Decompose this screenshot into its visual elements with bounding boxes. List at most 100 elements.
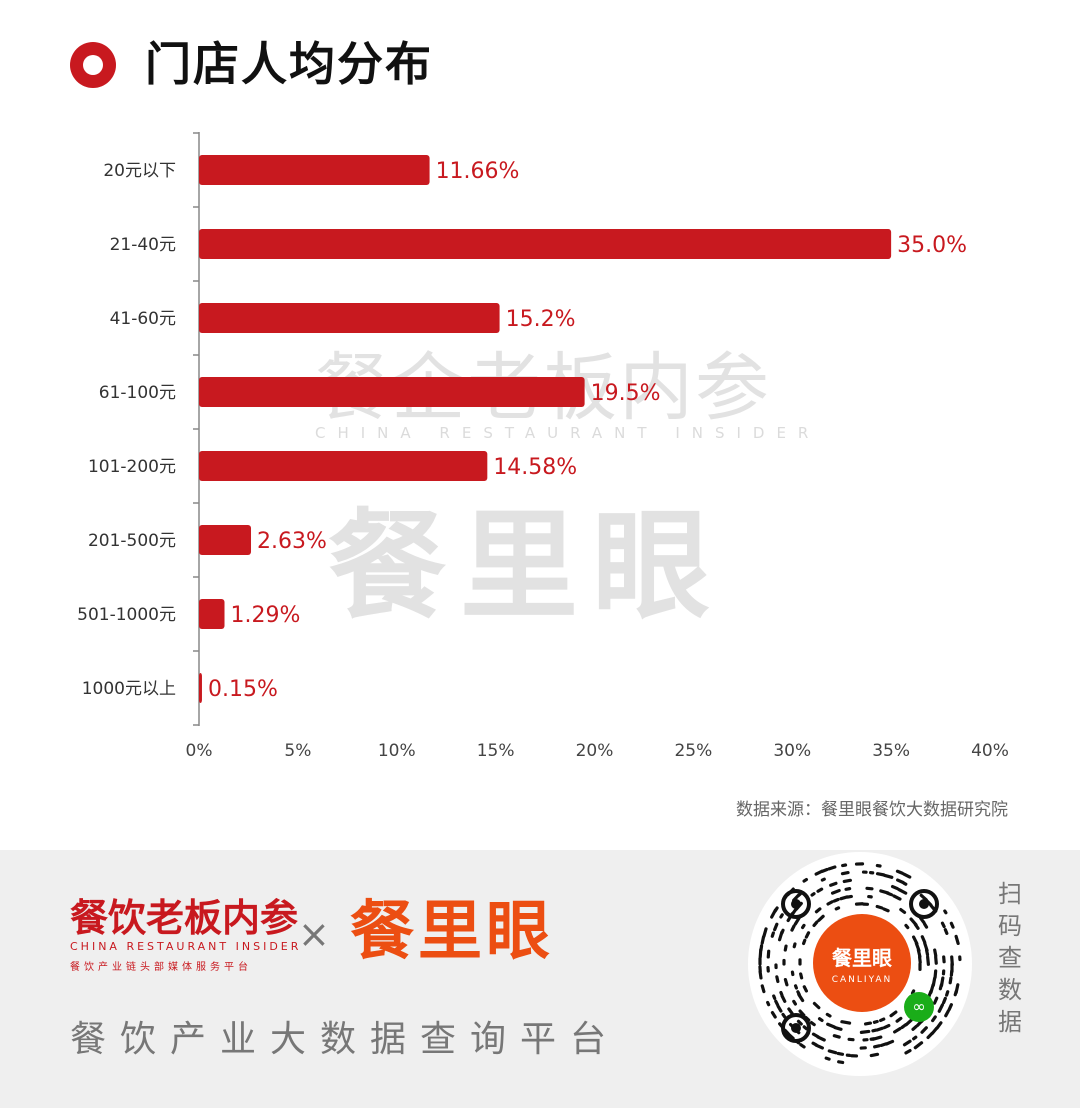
qr-dot [896,878,905,885]
qr-dot [779,913,784,919]
scan-text: 扫码查数据 [998,880,1022,1036]
qr-dot [904,923,910,930]
qr-dot [834,906,841,911]
qr-dot [811,1041,818,1047]
qr-dot [943,928,949,935]
qr-dot [770,931,775,938]
footer-brand-b: 餐里眼 [350,895,554,969]
qr-dot [812,1001,821,1010]
qr-dot [779,990,784,997]
qr-dot [879,1017,886,1023]
qr-dot [872,1019,879,1024]
qr-finder-dot [919,899,929,909]
qr-dot [792,999,797,1006]
qr-dot [762,927,768,939]
qr-dot [832,1034,841,1039]
qr-dot [812,920,819,928]
qr-finder [909,889,939,919]
qr-dot [827,1049,838,1055]
qr-dot [916,1019,923,1027]
footer-brand-a-slogan: 餐饮产业链头部媒体服务平台 [70,962,252,973]
qr-dot [776,1004,783,1013]
data-source: 数据来源：餐里眼餐饮大数据研究院 [736,800,1008,820]
qr-dot [911,1024,918,1031]
qr-dot [926,955,930,966]
bar [199,525,252,555]
watermark-line2: CHINA RESTAURANT INSIDER [315,424,821,442]
header: 门店人均分布 [0,0,1080,130]
qr-dot [895,869,904,875]
qr-dot [912,1035,918,1041]
qr-dot [859,1029,871,1034]
qr-dot [792,942,797,949]
qr-center-label-en: CANLIYAN [831,975,893,985]
data-label: 15.2% [506,307,576,332]
x-tick-label: 25% [674,741,712,761]
qr-dot [793,984,798,990]
qr-dot [837,1060,845,1065]
qr-dot [758,970,763,980]
qr-dot [781,1012,787,1019]
qr-dot [836,1051,845,1056]
qr-dot [940,921,946,929]
qr-dot [783,944,788,952]
qr-dot [948,976,953,985]
qr-dot [953,989,958,997]
qr-dot [802,938,807,946]
qr-dot [770,1010,777,1019]
qr-dot [938,983,943,991]
x-tick-label: 30% [773,741,811,761]
qr-center-logo: 餐里眼 CANLIYAN [813,914,911,1012]
qr-dot [825,1012,832,1018]
qr-dot [801,923,806,930]
qr-dot [943,909,948,915]
qr-dot [919,916,926,925]
qr-dot [798,1009,806,1017]
qr-dot [827,865,837,871]
category-label: 41-60元 [110,309,176,329]
qr-dot [933,969,938,979]
qr-dot [766,1000,771,1007]
qr-dot [816,887,824,893]
qr-dot [799,972,804,980]
qr-dot [790,907,798,917]
qr-dot [892,894,902,901]
footer: 餐饮老板内参 CHINA RESTAURANT INSIDER 餐饮产业链头部媒… [0,850,1080,1108]
qr-code[interactable]: 餐里眼 CANLIYAN ∞ [748,852,972,1076]
qr-finder [781,1013,811,1043]
x-tick-label: 15% [477,741,515,761]
qr-dot [869,1037,876,1041]
qr-dot [773,922,779,932]
title-marker-icon [70,42,116,88]
qr-dot [783,1028,790,1036]
qr-dot [802,985,808,993]
qr-dot [919,893,928,902]
qr-dot [875,1026,884,1032]
qr-dot [869,1052,880,1058]
category-label: 61-100元 [99,383,176,403]
qr-dot [899,908,907,914]
qr-dot [774,999,780,1007]
footer-brand-a: 餐饮老板内参 [70,895,299,940]
bar [199,303,500,333]
qr-dot [882,1023,891,1030]
bar [199,229,892,259]
qr-dot [775,975,780,984]
qr-dot [817,1017,824,1023]
qr-dot [920,1026,928,1034]
category-label: 501-1000元 [77,605,176,625]
qr-dot [780,994,787,1003]
bar-chart: 20元以下 11.66% 21-40元 35.0% 41-60元 15.2% 61-100元… [77,132,1009,761]
qr-dot [884,1039,895,1046]
qr-finder-dot [791,1023,801,1033]
qr-dot [839,895,849,901]
qr-dot [902,872,912,879]
link-icon: ∞ [904,992,934,1022]
qr-dot [759,944,764,952]
qr-dot [900,1023,908,1030]
qr-dot [820,867,829,873]
qr-dot [799,1043,806,1049]
qr-dot [926,1031,934,1040]
category-label: 201-500元 [88,531,176,551]
qr-finder [781,889,811,919]
